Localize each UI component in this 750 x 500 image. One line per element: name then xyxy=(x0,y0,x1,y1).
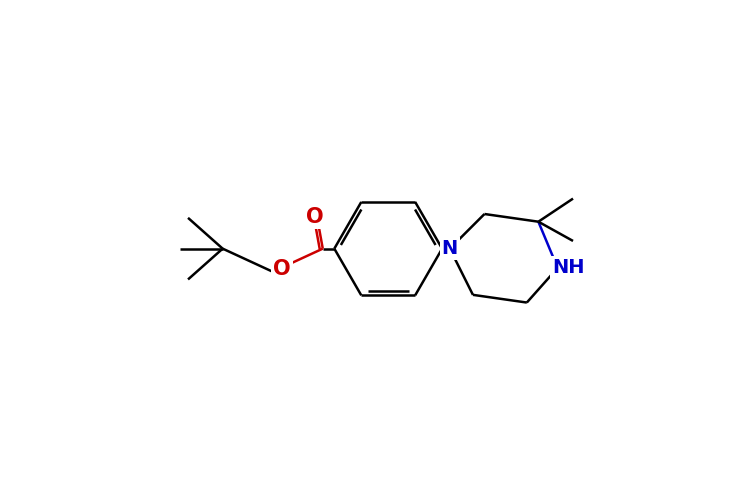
Text: N: N xyxy=(442,239,458,258)
Text: O: O xyxy=(306,207,324,227)
Text: NH: NH xyxy=(552,258,585,278)
Text: O: O xyxy=(273,260,291,280)
